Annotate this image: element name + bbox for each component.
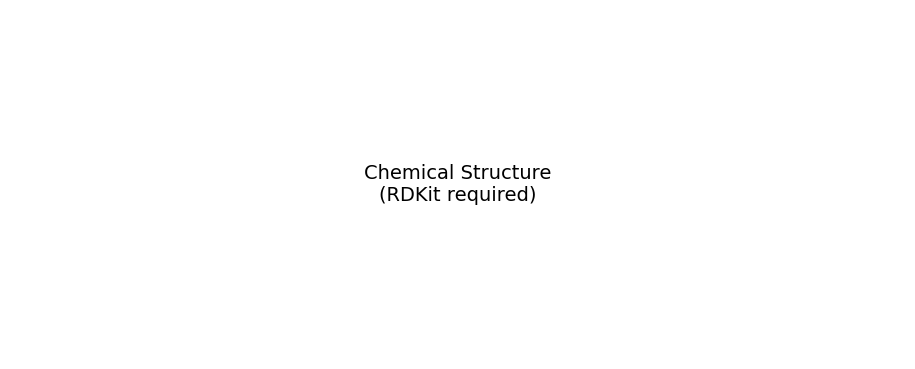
- Text: Chemical Structure
(RDKit required): Chemical Structure (RDKit required): [364, 164, 551, 205]
